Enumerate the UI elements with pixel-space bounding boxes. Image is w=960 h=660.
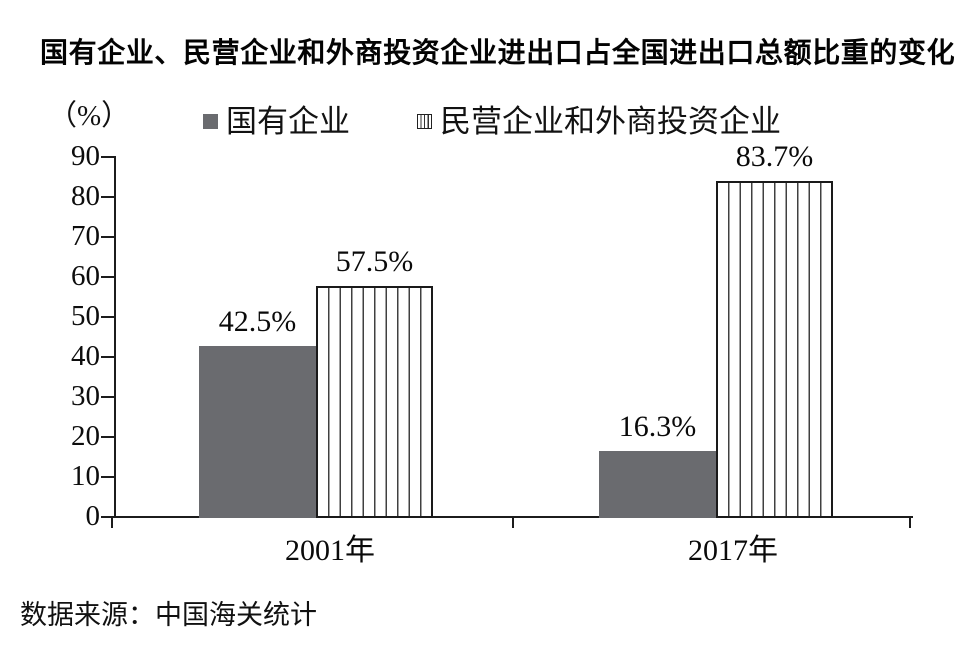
bar-series1-group1	[199, 346, 316, 518]
source-note: 数据来源：中国海关统计	[20, 600, 317, 630]
y-tick-label: 60	[71, 260, 100, 292]
bar-value-label: 16.3%	[618, 410, 697, 443]
bar-series1-group2	[599, 451, 716, 518]
solid-gray-swatch-icon	[203, 113, 218, 129]
y-tick-label: 20	[71, 420, 100, 452]
y-tick-label: 80	[71, 180, 100, 212]
y-axis-line	[114, 156, 116, 518]
y-tick-label: 30	[71, 380, 100, 412]
y-tick-label: 10	[71, 460, 100, 492]
y-tick-label: 40	[71, 340, 100, 372]
y-axis-tick	[101, 236, 116, 238]
y-tick-label: 0	[85, 500, 101, 532]
x-category-label: 2001年	[285, 534, 375, 567]
striped-swatch-icon	[417, 113, 432, 129]
legend-item-private-foreign: 民营企业和外商投资企业	[417, 104, 781, 138]
bar-value-label: 42.5%	[218, 305, 297, 338]
y-axis-tick	[101, 156, 116, 158]
y-axis-tick	[101, 356, 116, 358]
y-axis-tick	[101, 516, 116, 518]
y-axis-tick	[101, 196, 116, 198]
x-category-label: 2017年	[688, 534, 778, 567]
bar-series2-group1	[316, 286, 433, 518]
y-axis-tick	[101, 476, 116, 478]
chart-title: 国有企业、民营企业和外商投资企业进出口占全国进出口总额比重的变化	[40, 37, 956, 68]
y-axis-unit-label: （%）	[48, 100, 131, 132]
bar-value-label: 83.7%	[735, 140, 814, 173]
legend-item-state-owned: 国有企业	[203, 104, 350, 138]
x-axis-tick	[909, 516, 911, 528]
y-axis-tick	[101, 436, 116, 438]
legend-label-private-foreign: 民营企业和外商投资企业	[440, 103, 781, 139]
legend-label-state-owned: 国有企业	[226, 103, 350, 139]
y-tick-label: 70	[71, 220, 100, 252]
y-axis-tick	[101, 396, 116, 398]
bar-series2-group2	[716, 181, 833, 518]
y-axis-tick	[101, 316, 116, 318]
y-axis-tick	[101, 276, 116, 278]
y-tick-label: 50	[71, 300, 100, 332]
x-axis-tick	[512, 516, 514, 528]
bar-value-label: 57.5%	[335, 245, 414, 278]
x-axis-tick	[111, 516, 113, 528]
y-tick-label: 90	[71, 140, 100, 172]
